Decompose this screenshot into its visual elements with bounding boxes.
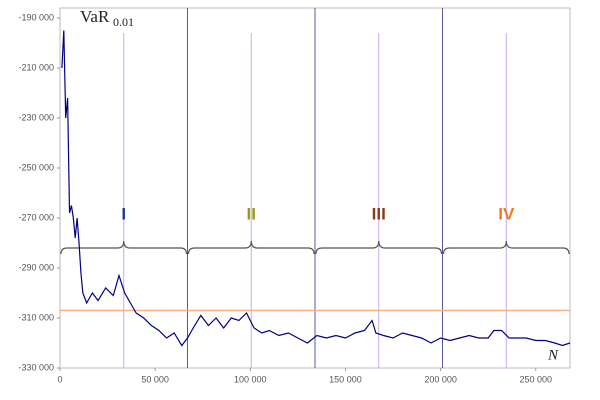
y-tick-label: -310 000: [18, 312, 54, 322]
y-tick-label: -330 000: [18, 362, 54, 372]
y-axis-label-sub: 0.01: [113, 15, 134, 29]
y-tick-label: -250 000: [18, 162, 54, 172]
data-line: [61, 30, 571, 347]
region-label: II: [247, 204, 256, 223]
y-tick-label: -210 000: [18, 62, 54, 72]
x-tick-label: 50 000: [141, 374, 169, 384]
region-brace: [187, 240, 315, 255]
x-tick-label: 100 000: [234, 374, 267, 384]
y-tick-label: -190 000: [18, 12, 54, 22]
y-tick-label: -270 000: [18, 212, 54, 222]
x-axis-label: N: [547, 347, 559, 363]
x-tick-label: 200 000: [424, 374, 457, 384]
region-brace: [442, 240, 570, 255]
x-tick-label: 250 000: [519, 374, 552, 384]
x-tick-label: 150 000: [329, 374, 362, 384]
region-label: I: [121, 204, 126, 223]
y-axis-label: VaR: [80, 7, 110, 26]
region-brace: [315, 240, 443, 255]
y-tick-label: -290 000: [18, 262, 54, 272]
region-label: IV: [498, 204, 515, 223]
x-tick-label: 0: [57, 374, 62, 384]
region-label: III: [372, 204, 386, 223]
region-brace: [60, 240, 188, 255]
y-tick-label: -230 000: [18, 112, 54, 122]
